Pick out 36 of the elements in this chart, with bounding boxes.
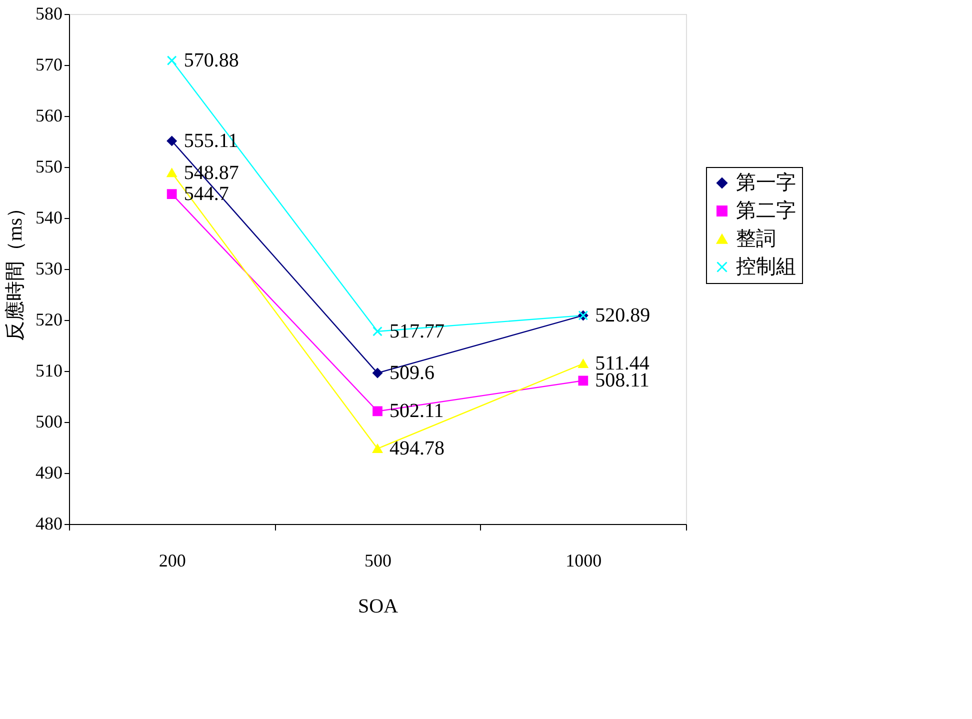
y-tick-label: 490 [36, 462, 62, 482]
data-label: 509.6 [390, 362, 434, 384]
y-tick-label: 560 [36, 106, 62, 126]
legend-label: 控制組 [736, 256, 796, 278]
data-label: 502.11 [390, 400, 444, 422]
data-label: 494.78 [390, 438, 444, 460]
point [166, 168, 177, 178]
point [372, 444, 382, 453]
y-tick-label: 540 [36, 208, 62, 228]
legend-label: 第二字 [736, 199, 796, 222]
point [578, 359, 588, 368]
y-tick-label: 530 [36, 258, 62, 278]
point [578, 376, 588, 386]
y-tick-label: 550 [36, 156, 62, 176]
y-tick-label: 500 [36, 412, 62, 432]
y-tick-label: 510 [36, 360, 62, 380]
point [372, 326, 382, 336]
y-tick-label: 580 [36, 4, 62, 24]
point [166, 56, 177, 66]
x-tick-label: 1000 [566, 550, 602, 570]
y-tick-label: 520 [36, 310, 62, 330]
y-tick-label: 480 [36, 514, 62, 534]
point [166, 136, 177, 146]
data-label: 508.11 [595, 370, 650, 392]
point [372, 406, 382, 416]
x-axis-title: SOA [358, 596, 399, 618]
x-tick-label: 500 [364, 550, 392, 570]
data-label: 520.89 [595, 304, 650, 326]
legend-label: 整詞 [736, 228, 776, 250]
point [372, 368, 382, 378]
data-label: 570.88 [184, 50, 239, 72]
x-tick-label: 200 [158, 550, 186, 570]
point [166, 189, 177, 199]
legend-label: 第一字 [736, 171, 796, 194]
y-axis-title: 反應時間（ms） [4, 198, 26, 342]
y-tick-label: 570 [36, 54, 62, 74]
